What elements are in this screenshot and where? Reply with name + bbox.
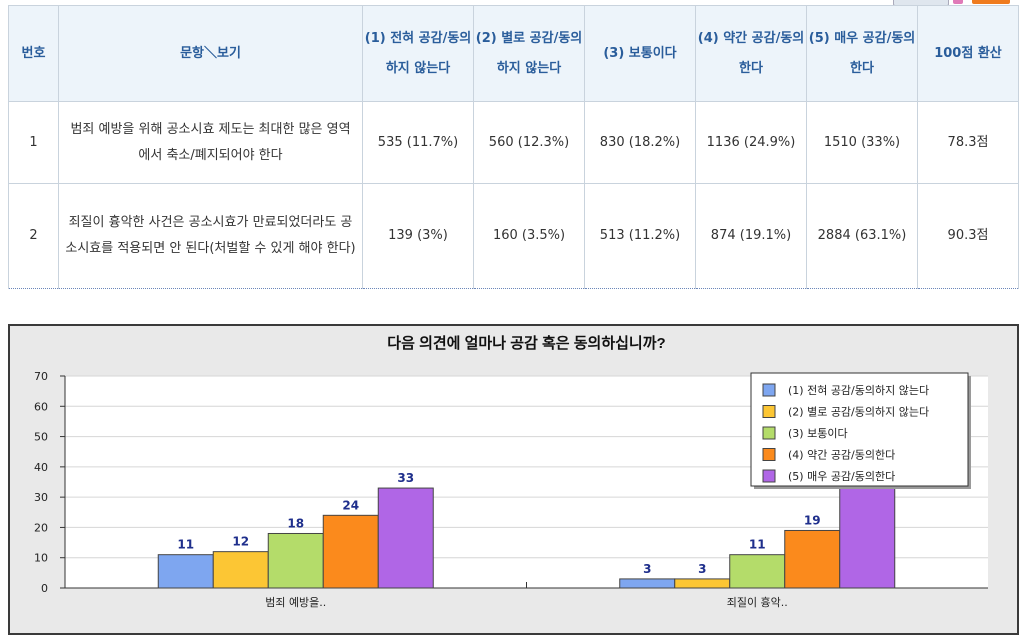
- bar: [784, 529, 841, 589]
- bar: [322, 514, 379, 589]
- table-row: 2 죄질이 흉악한 사건은 공소시효가 만료되었더라도 공소시효를 적용되면 안…: [8, 183, 1019, 289]
- cell-option-4: 1136 (24.9%): [695, 101, 807, 184]
- header-item: 문항＼보기: [58, 5, 363, 102]
- y-tick-label: 40: [34, 461, 48, 474]
- legend-swatch: [762, 469, 776, 483]
- cell-option-3: 513 (11.2%): [584, 183, 696, 289]
- bar-chart: 다음 의견에 얼마나 공감 혹은 동의하십니까? 0 10 20 30 40 50 60 70 1…: [34, 334, 988, 609]
- legend-swatch: [762, 405, 776, 418]
- y-tick-label: 50: [34, 431, 48, 444]
- data-label: 3: [643, 562, 651, 576]
- data-label: 18: [287, 516, 304, 530]
- header-option-4: (4) 약간 공감/동의한다: [695, 5, 807, 102]
- chart-title: 다음 의견에 얼마나 공감 혹은 동의하십니까?: [387, 334, 665, 352]
- data-label: 3: [698, 562, 706, 576]
- header-option-5: (5) 매우 공감/동의한다: [806, 5, 918, 102]
- legend-box: [750, 372, 969, 487]
- table-header-row: 번호 문항＼보기 (1) 전혀 공감/동의하지 않는다 (2) 별로 공감/동의…: [8, 5, 1019, 102]
- table-row: 1 범죄 예방을 위해 공소시효 제도는 최대한 많은 영역에서 축소/폐지되어…: [8, 101, 1019, 184]
- legend-label: (3) 보통이다: [788, 427, 848, 440]
- data-label: 11: [177, 538, 194, 552]
- x-tick-label: 범죄 예방을..: [265, 596, 326, 609]
- toolbar-icon[interactable]: [953, 0, 963, 4]
- cell-option-1: 139 (3%): [362, 183, 474, 289]
- data-label: 11: [749, 538, 766, 552]
- y-tick-label: 30: [34, 491, 48, 504]
- x-tick-label: 죄질이 흉악..: [727, 595, 788, 609]
- legend-label: (1) 전혀 공감/동의하지 않는다: [788, 383, 929, 397]
- bar: [729, 554, 786, 589]
- cell-option-2: 160 (3.5%): [473, 183, 585, 289]
- header-option-1: (1) 전혀 공감/동의하지 않는다: [362, 5, 474, 102]
- cell-number: 2: [8, 183, 59, 289]
- bar: [267, 532, 324, 589]
- cell-score: 90.3점: [917, 183, 1019, 289]
- cell-option-1: 535 (11.7%): [362, 101, 474, 184]
- cell-item: 죄질이 흉악한 사건은 공소시효가 만료되었더라도 공소시효를 적용되면 안 된…: [58, 183, 363, 289]
- header-score: 100점 환산: [917, 5, 1019, 102]
- y-tick-label: 20: [34, 521, 48, 534]
- legend-label: (4) 약간 공감/동의한다: [788, 448, 895, 462]
- cell-option-4: 874 (19.1%): [695, 183, 807, 289]
- header-number: 번호: [8, 5, 59, 102]
- cell-option-2: 560 (12.3%): [473, 101, 585, 184]
- y-tick-label: 0: [41, 582, 48, 595]
- cell-option-5: 1510 (33%): [806, 101, 918, 184]
- legend-swatch: [762, 383, 776, 397]
- legend-swatch: [762, 448, 776, 461]
- data-label: 33: [397, 471, 414, 485]
- bar: [674, 578, 731, 589]
- y-tick-label: 60: [34, 400, 48, 413]
- y-tick-label: 70: [34, 370, 48, 383]
- cell-option-3: 830 (18.2%): [584, 101, 696, 184]
- header-option-3: (3) 보통이다: [584, 5, 696, 102]
- legend-label: (2) 별로 공감/동의하지 않는다: [788, 405, 929, 419]
- header-option-2: (2) 별로 공감/동의하지 않는다: [473, 5, 585, 102]
- cell-score: 78.3점: [917, 101, 1019, 184]
- data-label: 24: [342, 498, 359, 512]
- toolbar-orange-button[interactable]: [972, 0, 1010, 4]
- bar: [212, 551, 269, 589]
- legend-swatch: [762, 426, 776, 440]
- bar: [157, 554, 214, 589]
- cell-option-5: 2884 (63.1%): [806, 183, 918, 289]
- bar: [377, 487, 434, 589]
- chart-panel: 다음 의견에 얼마나 공감 혹은 동의하십니까? 0 10 20 30 40 50 60 70 1…: [8, 324, 1019, 635]
- y-tick-label: 10: [34, 552, 48, 565]
- cell-number: 1: [8, 101, 59, 184]
- survey-table: 번호 문항＼보기 (1) 전혀 공감/동의하지 않는다 (2) 별로 공감/동의…: [8, 5, 1019, 289]
- bar: [619, 578, 676, 589]
- legend-label: (5) 매우 공감/동의한다: [788, 470, 895, 483]
- cell-item: 범죄 예방을 위해 공소시효 제도는 최대한 많은 영역에서 축소/폐지되어야 …: [58, 101, 363, 184]
- data-label: 19: [804, 513, 821, 527]
- data-label: 12: [232, 535, 249, 549]
